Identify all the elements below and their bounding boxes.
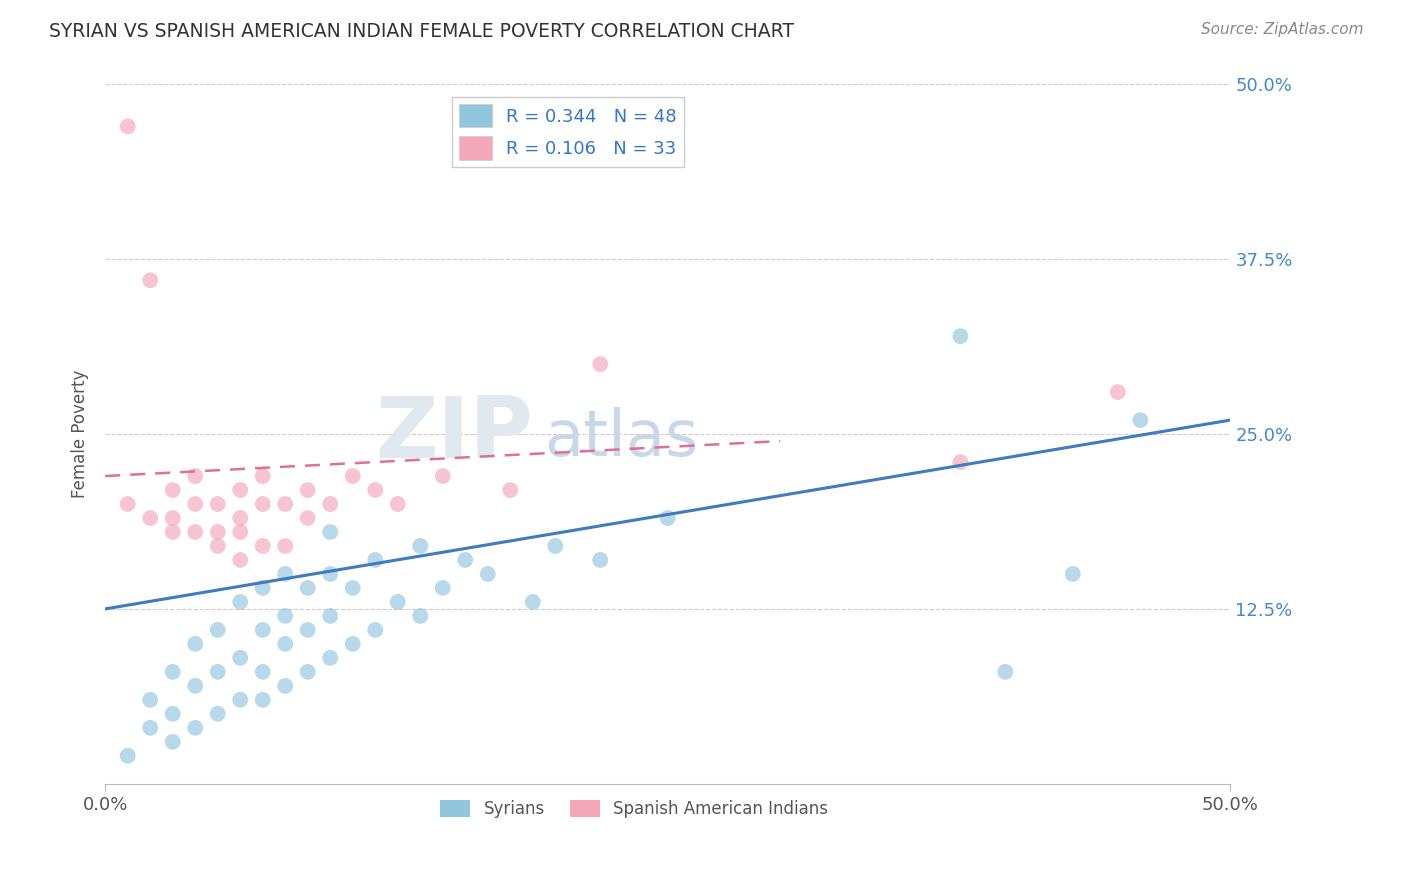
Point bbox=[207, 665, 229, 679]
Point bbox=[364, 623, 387, 637]
Point bbox=[184, 679, 207, 693]
Point bbox=[319, 524, 342, 539]
Point bbox=[252, 497, 274, 511]
Point bbox=[364, 553, 387, 567]
Point bbox=[207, 623, 229, 637]
Point bbox=[117, 497, 139, 511]
Point bbox=[589, 553, 612, 567]
Point bbox=[229, 511, 252, 525]
Point bbox=[252, 693, 274, 707]
Point bbox=[387, 595, 409, 609]
Point bbox=[207, 524, 229, 539]
Point bbox=[229, 553, 252, 567]
Point bbox=[274, 497, 297, 511]
Point bbox=[139, 693, 162, 707]
Point bbox=[162, 706, 184, 721]
Point bbox=[162, 524, 184, 539]
Point bbox=[409, 608, 432, 623]
Point bbox=[229, 651, 252, 665]
Point bbox=[207, 497, 229, 511]
Text: SYRIAN VS SPANISH AMERICAN INDIAN FEMALE POVERTY CORRELATION CHART: SYRIAN VS SPANISH AMERICAN INDIAN FEMALE… bbox=[49, 22, 794, 41]
Text: atlas: atlas bbox=[544, 407, 699, 468]
Point bbox=[184, 524, 207, 539]
Text: Source: ZipAtlas.com: Source: ZipAtlas.com bbox=[1201, 22, 1364, 37]
Point bbox=[477, 566, 499, 581]
Point bbox=[319, 651, 342, 665]
Point bbox=[274, 566, 297, 581]
Point bbox=[139, 511, 162, 525]
Point bbox=[657, 511, 679, 525]
Point bbox=[117, 748, 139, 763]
Y-axis label: Female Poverty: Female Poverty bbox=[72, 370, 89, 499]
Point bbox=[522, 595, 544, 609]
Point bbox=[1129, 413, 1152, 427]
Point bbox=[342, 637, 364, 651]
Point bbox=[184, 497, 207, 511]
Point bbox=[274, 679, 297, 693]
Point bbox=[184, 721, 207, 735]
Point bbox=[162, 483, 184, 497]
Point bbox=[252, 623, 274, 637]
Point bbox=[117, 120, 139, 134]
Point bbox=[1062, 566, 1084, 581]
Point bbox=[319, 566, 342, 581]
Point bbox=[1107, 385, 1129, 400]
Point bbox=[297, 581, 319, 595]
Point bbox=[274, 608, 297, 623]
Point bbox=[409, 539, 432, 553]
Point bbox=[229, 524, 252, 539]
Point bbox=[499, 483, 522, 497]
Point bbox=[454, 553, 477, 567]
Point bbox=[544, 539, 567, 553]
Point bbox=[274, 539, 297, 553]
Legend: Syrians, Spanish American Indians: Syrians, Spanish American Indians bbox=[433, 793, 835, 824]
Point bbox=[139, 721, 162, 735]
Point bbox=[162, 735, 184, 749]
Point bbox=[319, 497, 342, 511]
Point bbox=[297, 511, 319, 525]
Point bbox=[252, 665, 274, 679]
Point bbox=[364, 483, 387, 497]
Point bbox=[342, 469, 364, 483]
Point bbox=[297, 623, 319, 637]
Point bbox=[297, 665, 319, 679]
Point bbox=[432, 581, 454, 595]
Point bbox=[207, 706, 229, 721]
Text: ZIP: ZIP bbox=[375, 392, 533, 475]
Point bbox=[229, 483, 252, 497]
Point bbox=[184, 469, 207, 483]
Point bbox=[252, 539, 274, 553]
Point bbox=[252, 469, 274, 483]
Point bbox=[229, 595, 252, 609]
Point bbox=[589, 357, 612, 371]
Point bbox=[229, 693, 252, 707]
Point bbox=[994, 665, 1017, 679]
Point bbox=[432, 469, 454, 483]
Point bbox=[387, 497, 409, 511]
Point bbox=[162, 665, 184, 679]
Point bbox=[274, 637, 297, 651]
Point bbox=[252, 581, 274, 595]
Point bbox=[162, 511, 184, 525]
Point bbox=[949, 329, 972, 343]
Point bbox=[207, 539, 229, 553]
Point bbox=[297, 483, 319, 497]
Point bbox=[342, 581, 364, 595]
Point bbox=[184, 637, 207, 651]
Point bbox=[949, 455, 972, 469]
Point bbox=[319, 608, 342, 623]
Point bbox=[139, 273, 162, 287]
